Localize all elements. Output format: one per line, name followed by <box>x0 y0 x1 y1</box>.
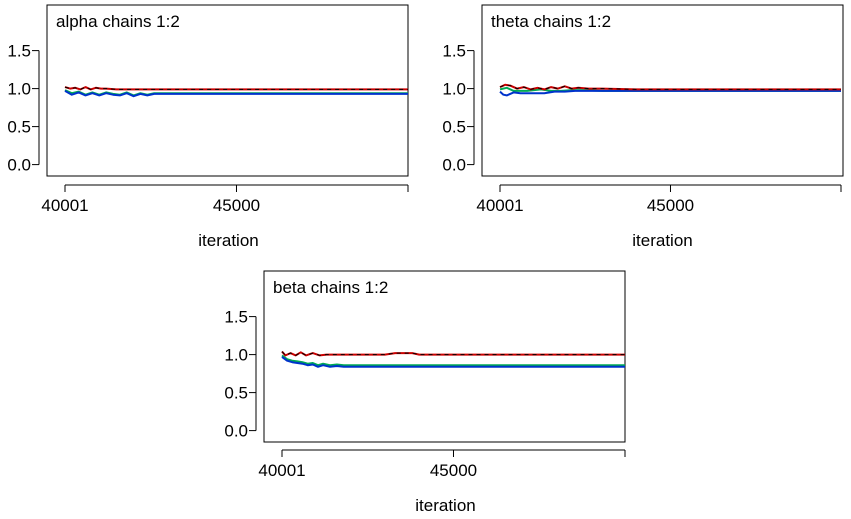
series-line-overlay-0 <box>64 86 408 90</box>
series-line-2 <box>281 356 625 368</box>
y-tick-label: 0.0 <box>7 156 31 175</box>
panel-title: alpha chains 1:2 <box>56 12 180 31</box>
x-tick-label: 40001 <box>258 461 305 480</box>
x-axis-label: iteration <box>415 496 475 515</box>
y-tick-label: 0.0 <box>442 156 466 175</box>
series-line-2 <box>64 90 408 98</box>
x-axis-label: iteration <box>632 231 692 250</box>
panel-title: beta chains 1:2 <box>273 278 388 297</box>
plot-frame <box>46 4 409 177</box>
y-tick-label: 0.5 <box>224 384 248 403</box>
series-line-1 <box>281 354 625 367</box>
plot-frame <box>263 270 626 443</box>
y-tick-label: 0.5 <box>7 118 31 137</box>
y-tick-label: 0.0 <box>224 422 248 441</box>
panel-2: beta chains 1:2 0.0 0.5 1.0 1.5 40001 45000 ite… <box>224 270 626 515</box>
series-line-2 <box>499 89 841 97</box>
y-tick-label: 0.5 <box>442 118 466 137</box>
series-line-overlay-0 <box>281 351 625 357</box>
x-tick-label: 45000 <box>430 461 477 480</box>
y-tick-label: 1.0 <box>442 80 466 99</box>
x-tick-label: 40001 <box>476 196 523 215</box>
x-tick-label: 45000 <box>647 196 694 215</box>
y-tick-label: 1.5 <box>442 42 466 61</box>
series-line-overlay-0 <box>499 84 841 90</box>
panel-0: alpha chains 1:2 0.0 0.5 1.0 1.5 40001 45000 it… <box>7 4 409 250</box>
y-tick-label: 1.0 <box>7 80 31 99</box>
y-tick-label: 1.0 <box>224 346 248 365</box>
x-tick-label: 40001 <box>41 196 88 215</box>
x-tick-label: 45000 <box>213 196 260 215</box>
panel-title: theta chains 1:2 <box>491 12 611 31</box>
panel-1: theta chains 1:2 0.0 0.5 1.0 1.5 40001 45000 it… <box>442 4 844 250</box>
x-axis-label: iteration <box>198 231 258 250</box>
y-tick-label: 1.5 <box>224 308 248 327</box>
y-tick-label: 1.5 <box>7 42 31 61</box>
